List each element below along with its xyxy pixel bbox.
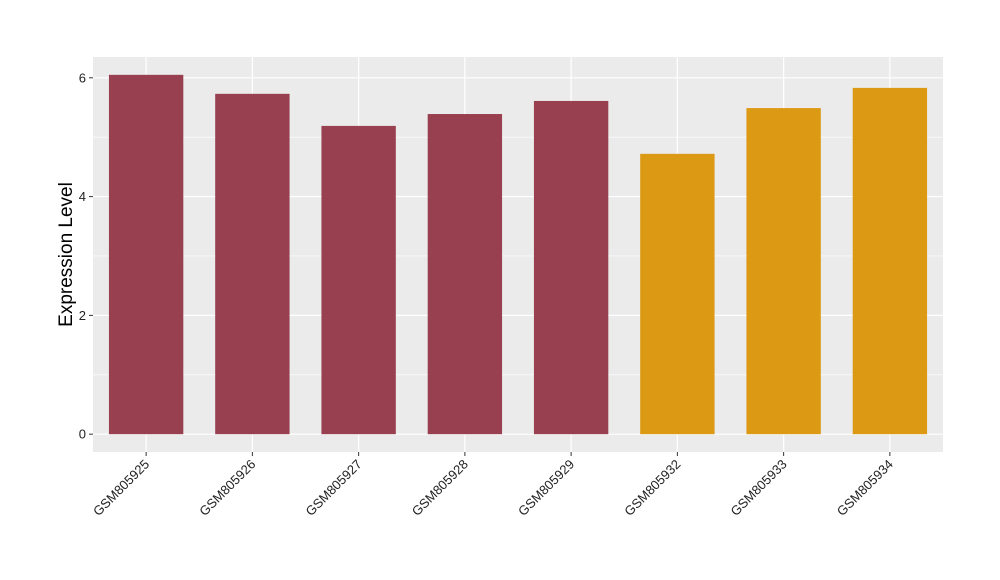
x-tick-label: GSM805927 (303, 457, 365, 519)
bar-GSM805929 (533, 100, 609, 435)
y-tick-label: 0 (79, 427, 86, 442)
bar-GSM805928 (427, 114, 503, 435)
y-tick-label: 2 (79, 308, 86, 323)
x-tick-label: GSM805932 (621, 457, 683, 519)
bar-GSM805927 (321, 125, 396, 435)
x-tick-label: GSM805925 (90, 457, 152, 519)
bar-GSM805925 (108, 74, 184, 435)
y-axis: 0 2 4 6 (79, 70, 93, 442)
x-tick-label: GSM805928 (409, 457, 471, 519)
x-tick-label: GSM805926 (196, 457, 258, 519)
x-tick-label: GSM805929 (515, 457, 577, 519)
x-tick-label: GSM805933 (728, 457, 790, 519)
bars (108, 74, 928, 435)
y-axis-title: Expression Level (56, 182, 77, 327)
x-tick-label: GSM805934 (834, 457, 896, 519)
x-axis: GSM805925 GSM805926 GSM805927 GSM805928 GSM8… (90, 452, 896, 519)
y-tick-label: 4 (79, 189, 86, 204)
bar-GSM805926 (215, 93, 290, 435)
bar-GSM805933 (746, 108, 821, 435)
bar-GSM805934 (852, 87, 928, 435)
y-tick-label: 6 (79, 70, 86, 85)
bar-GSM805932 (640, 153, 715, 435)
